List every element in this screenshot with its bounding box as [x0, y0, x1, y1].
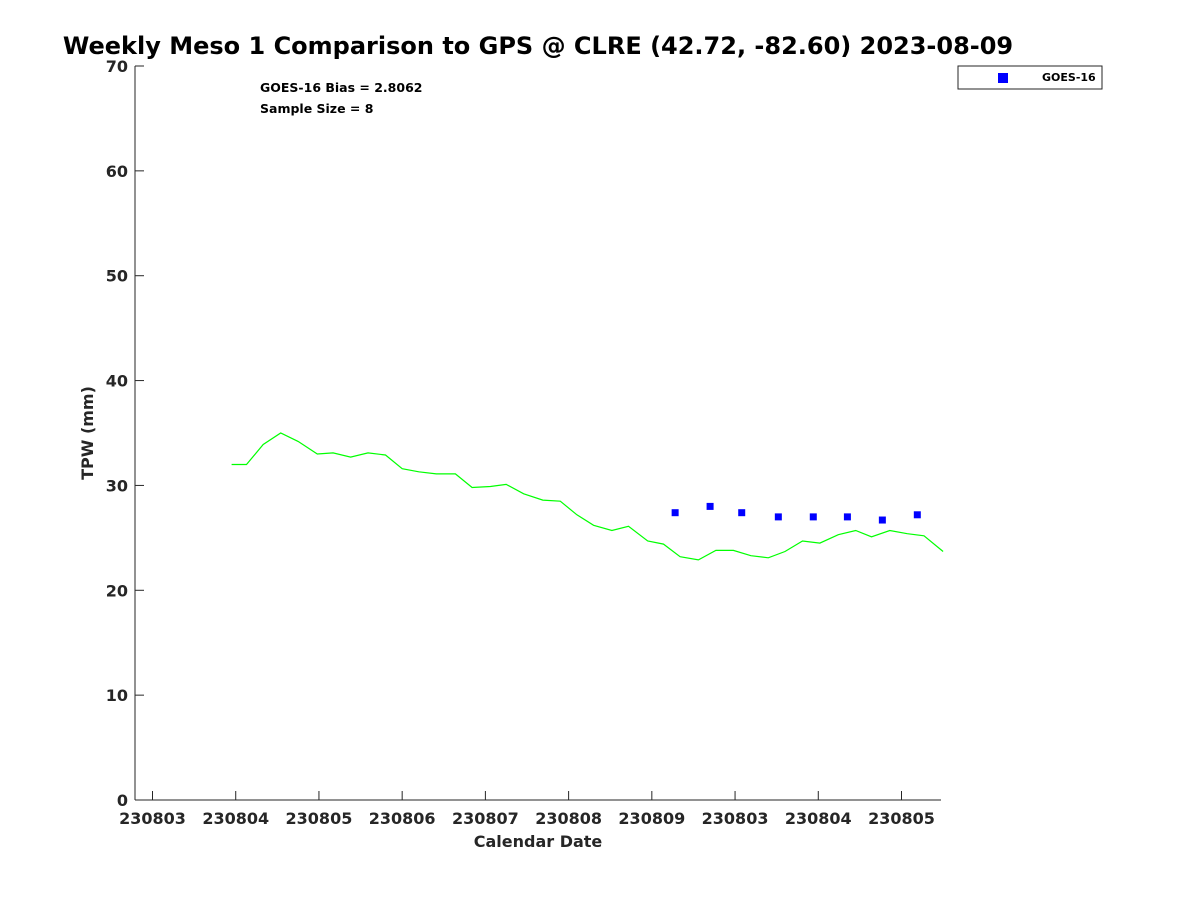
x-tick-label: 230805 — [868, 809, 935, 828]
y-tick-label: 50 — [106, 267, 128, 286]
goes16-point — [843, 513, 851, 521]
y-tick-label: 20 — [106, 581, 128, 600]
chart-title: Weekly Meso 1 Comparison to GPS @ CLRE (… — [63, 32, 1013, 60]
plot-area: 0 10 20 30 40 50 60 70 230803 230804 230805 230806… — [106, 57, 944, 828]
x-tick-label: 230805 — [286, 809, 353, 828]
goes16-point — [774, 513, 782, 521]
goes16-point — [913, 511, 921, 519]
y-axis-title: TPW (mm) — [78, 386, 97, 480]
legend-marker-goes16 — [998, 73, 1008, 83]
bias-annotation: GOES-16 Bias = 2.8062 — [260, 80, 422, 95]
x-axis-title: Calendar Date — [474, 832, 603, 851]
y-tick-label: 60 — [106, 162, 128, 181]
series-layer — [231, 432, 944, 561]
y-tick-label: 10 — [106, 686, 128, 705]
x-tick-label: 230803 — [119, 809, 186, 828]
x-tick-label: 230808 — [535, 809, 602, 828]
y-tick-label: 70 — [106, 57, 128, 76]
sample-size-annotation: Sample Size = 8 — [260, 101, 373, 116]
x-tick-label: 230804 — [785, 809, 852, 828]
x-tick-label: 230803 — [702, 809, 769, 828]
legend-label-goes16: GOES-16 — [1042, 71, 1096, 84]
goes16-point — [878, 516, 886, 524]
x-tick-label: 230806 — [369, 809, 436, 828]
x-ticks: 230803 230804 230805 230806 230807 230808 2308… — [119, 791, 935, 828]
goes16-point — [671, 509, 679, 517]
x-tick-label: 230804 — [202, 809, 269, 828]
y-tick-label: 30 — [106, 476, 128, 495]
y-tick-label: 0 — [117, 791, 128, 810]
gps-tpw-line — [231, 432, 944, 561]
legend: GOES-16 — [957, 65, 1103, 90]
x-tick-label: 230809 — [618, 809, 685, 828]
x-tick-label: 230807 — [452, 809, 519, 828]
goes16-point — [706, 502, 714, 510]
goes16-point — [809, 513, 817, 521]
y-ticks: 0 10 20 30 40 50 60 70 — [106, 57, 144, 810]
legend-box — [957, 65, 1103, 90]
y-tick-label: 40 — [106, 372, 128, 391]
goes16-point — [738, 509, 746, 517]
